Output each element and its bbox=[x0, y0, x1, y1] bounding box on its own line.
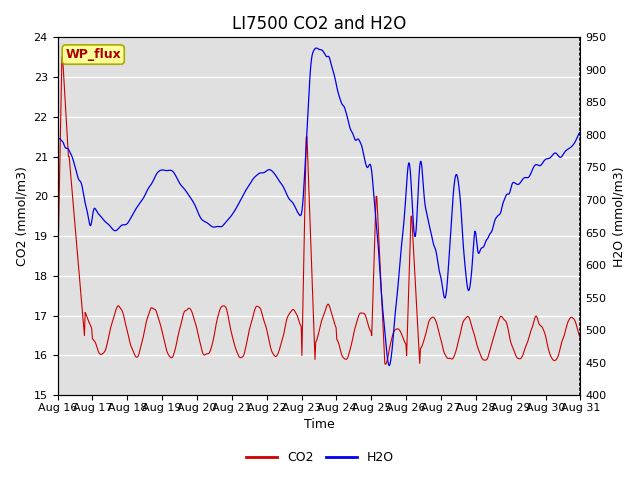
Title: LI7500 CO2 and H2O: LI7500 CO2 and H2O bbox=[232, 15, 406, 33]
X-axis label: Time: Time bbox=[303, 419, 334, 432]
Legend: CO2, H2O: CO2, H2O bbox=[241, 446, 399, 469]
Text: WP_flux: WP_flux bbox=[65, 48, 121, 61]
Y-axis label: H2O (mmol/m3): H2O (mmol/m3) bbox=[612, 166, 625, 266]
Y-axis label: CO2 (mmol/m3): CO2 (mmol/m3) bbox=[15, 167, 28, 266]
